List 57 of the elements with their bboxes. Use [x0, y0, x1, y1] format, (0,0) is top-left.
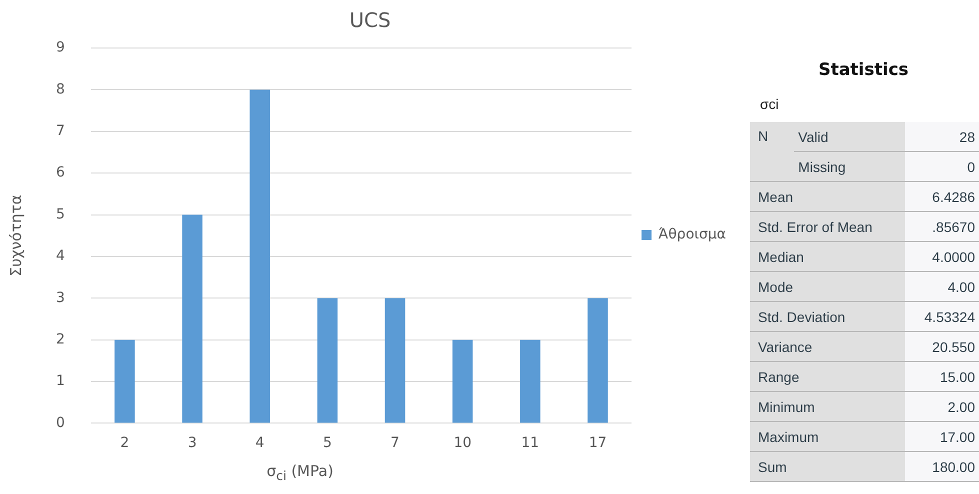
- x-tick-label: 5: [322, 435, 332, 452]
- y-axis-title: Συχνότητα: [6, 194, 25, 277]
- y-tick-label: 9: [56, 40, 65, 56]
- y-tick-label: 7: [56, 123, 65, 140]
- y-tick-label: 3: [56, 290, 65, 306]
- category-label: Median: [750, 242, 905, 272]
- x-tick-label: 10: [454, 435, 472, 452]
- bar: [384, 298, 406, 423]
- category-label: Mode: [750, 272, 905, 302]
- y-tick-label: 0: [56, 414, 65, 431]
- category-label: Sum: [750, 452, 905, 482]
- category-label: Missing: [794, 152, 905, 182]
- category-label: Maximum: [750, 422, 905, 452]
- y-tick-label: 1: [56, 373, 65, 390]
- x-axis-title: σ$_{ci}$ (MPa): [266, 462, 334, 483]
- text: 0: [905, 152, 979, 182]
- category-label: Mean: [750, 182, 905, 212]
- bar: [182, 214, 202, 423]
- text: σci: [760, 96, 779, 112]
- y-tick-label: 2: [56, 331, 65, 348]
- x-tick-label: 3: [188, 435, 197, 452]
- x-tick-label: 2: [120, 435, 130, 452]
- text: 180.00: [905, 452, 979, 482]
- x-tick-label: 7: [390, 435, 400, 452]
- text: 4.0000: [905, 242, 979, 272]
- text: 4.53324: [905, 302, 979, 332]
- text: 20.550: [905, 332, 979, 362]
- category-label: Valid: [794, 122, 905, 152]
- bar: [588, 298, 608, 423]
- y-tick-label: 5: [56, 206, 65, 222]
- bar: [317, 298, 338, 423]
- text: 28: [905, 122, 979, 152]
- bar: [452, 340, 473, 423]
- x-tick-label: 11: [521, 435, 540, 452]
- y-tick-label: 6: [56, 164, 65, 181]
- category-label: Std. Error of Mean: [750, 212, 905, 242]
- category-label: Std. Deviation: [750, 302, 905, 332]
- bar: [250, 90, 270, 423]
- bar: [520, 340, 540, 423]
- bar: [114, 340, 135, 423]
- category-label: Range: [750, 362, 905, 392]
- chart-title: UCS: [349, 8, 391, 32]
- text: .85670: [905, 212, 979, 242]
- text: Statistics: [817, 60, 910, 80]
- legend-label: Άθροισμα: [658, 226, 726, 243]
- category-label: Minimum: [750, 392, 905, 422]
- text: 6.4286: [905, 182, 979, 212]
- text: 2.00: [905, 392, 979, 422]
- text: 4.00: [905, 272, 979, 302]
- x-tick-label: 4: [255, 435, 264, 452]
- y-tick-label: 8: [56, 81, 65, 98]
- text: N: [750, 122, 794, 182]
- y-tick-label: 4: [56, 248, 65, 264]
- text: 15.00: [905, 362, 979, 392]
- category-label: Variance: [750, 332, 905, 362]
- x-tick-label: 17: [588, 435, 607, 452]
- text: 17.00: [905, 422, 979, 452]
